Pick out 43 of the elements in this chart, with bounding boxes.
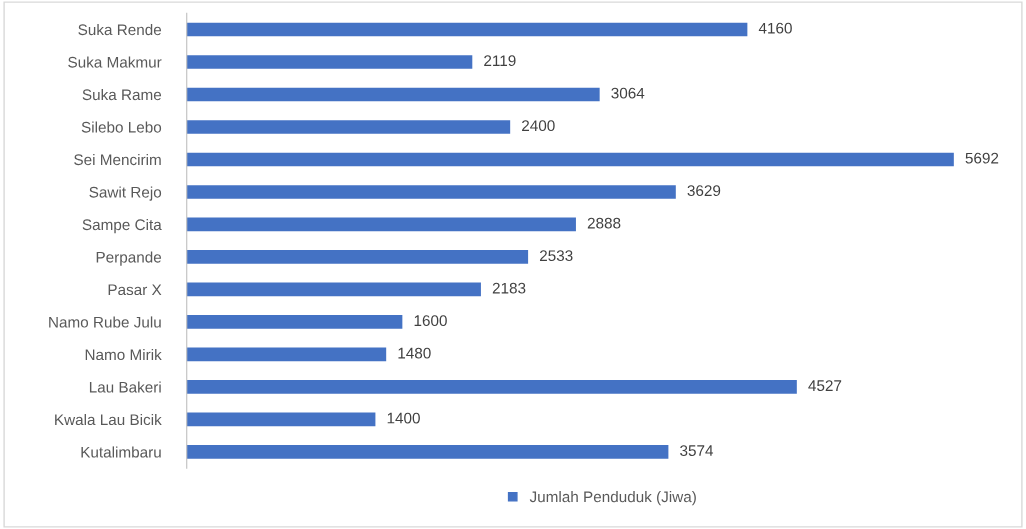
y-tick-label: Suka Makmur xyxy=(68,56,162,68)
data-label: 3064 xyxy=(611,87,645,99)
bar xyxy=(186,185,676,199)
data-label: 3629 xyxy=(687,185,721,197)
y-tick-label: Namo Rube Julu xyxy=(49,316,161,328)
y-tick-label: Namo Mirik xyxy=(85,348,162,361)
data-label: 2888 xyxy=(587,217,621,229)
y-tick-label: Suka Rame xyxy=(82,88,162,101)
y-tick-label: Kwala Lau Bicik xyxy=(55,413,162,426)
data-label: 1600 xyxy=(414,315,447,327)
bar xyxy=(186,250,529,264)
data-label: 1480 xyxy=(398,347,431,359)
bar xyxy=(186,152,954,167)
bar xyxy=(186,380,797,394)
y-tick-label: Pasar X xyxy=(108,284,162,296)
data-label: 2119 xyxy=(484,55,516,67)
y-tick-label: Silebo Lebo xyxy=(81,121,162,133)
bar xyxy=(186,315,403,329)
bar xyxy=(186,282,481,297)
data-label: 2183 xyxy=(492,282,526,294)
bar xyxy=(186,87,600,102)
data-label: 2400 xyxy=(522,120,555,132)
y-tick-label: Kutalimbaru xyxy=(81,446,161,458)
data-label: 2533 xyxy=(539,250,573,262)
bar xyxy=(186,412,376,427)
data-label: 1400 xyxy=(387,412,420,424)
data-label: 4160 xyxy=(758,22,792,34)
y-tick-label: Sawit Rejo xyxy=(89,186,162,201)
y-tick-label: Sampe Cita xyxy=(82,218,162,234)
y-tick-label: Suka Rende xyxy=(78,23,162,36)
bar xyxy=(186,347,387,362)
bar xyxy=(186,22,748,37)
bar xyxy=(186,120,511,134)
y-tick-label: Lau Bakeri xyxy=(89,381,161,393)
data-label: 4527 xyxy=(808,380,842,392)
bar xyxy=(186,445,669,459)
y-tick-label: Sei Mencirim xyxy=(74,153,161,166)
bar xyxy=(186,217,576,232)
y-tick-label: Perpande xyxy=(96,251,162,266)
legend-label: Jumlah Penduduk (Jiwa) xyxy=(529,491,696,506)
data-label: 3574 xyxy=(680,445,714,457)
data-label: 5692 xyxy=(965,152,999,164)
bar xyxy=(186,55,473,69)
